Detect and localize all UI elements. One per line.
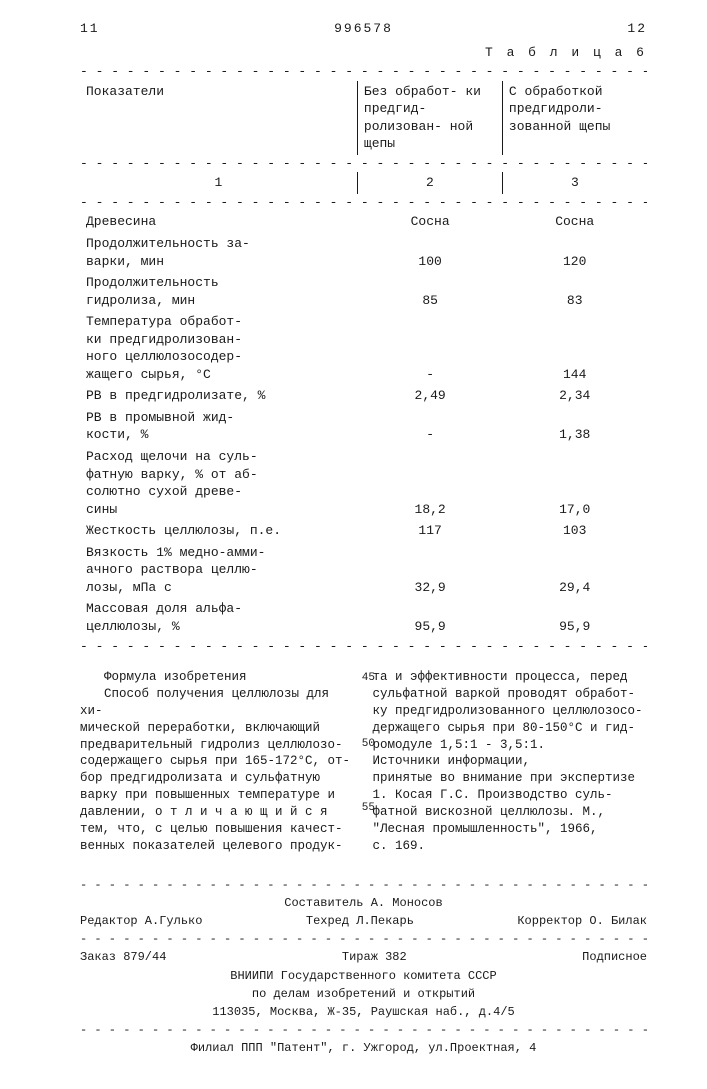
table-rule-2: - - - - - - - - - - - - - - - - - - - - … [80,194,647,212]
table-row: Продолжительность за- варки, мин100120 [80,233,647,272]
footer-rule-3: - - - - - - - - - - - - - - - - - - - - … [80,1022,647,1038]
page-number-right: 12 [627,20,647,38]
row-value-without: - [358,311,503,385]
row-value-with: 103 [502,520,647,542]
row-value-with: 83 [502,272,647,311]
row-value-without: 117 [358,520,503,542]
row-value-without: Сосна [358,211,503,233]
row-value-with: 17,0 [502,446,647,520]
row-value-without: 85 [358,272,503,311]
table-rule-1: - - - - - - - - - - - - - - - - - - - - … [80,155,647,173]
row-value-with: 144 [502,311,647,385]
table-6-subheader: 1 2 3 [80,172,647,194]
table-row: Вязкость 1% медно-амми- ачного раствора … [80,542,647,599]
row-value-with: 29,4 [502,542,647,599]
row-value-with: Сосна [502,211,647,233]
tirage: Тираж 382 [342,949,407,965]
table-6-body: ДревесинаСоснаСоснаПродолжительность за-… [80,211,647,637]
table-header-indicators: Показатели [80,81,357,155]
row-value-without: 18,2 [358,446,503,520]
row-label: Продолжительность гидролиза, мин [80,272,358,311]
table-row: Продолжительность гидролиза, мин8583 [80,272,647,311]
two-column-text: Формула изобретения Способ получения цел… [80,669,647,855]
row-label: Древесина [80,211,358,233]
row-label: РВ в промывной жид- кости, % [80,407,358,446]
table-header-without: Без обработ- ки предгид- ролизован- ной … [357,81,502,155]
line-number-50: 50 [362,737,375,752]
page: 11 996578 12 Т а б л и ц а 6 - - - - - -… [0,0,707,1089]
table-row: РВ в предгидролизате, %2,492,34 [80,385,647,407]
table-top-rule: - - - - - - - - - - - - - - - - - - - - … [80,63,647,81]
table-row: Массовая доля альфа- целлюлозы, %95,995,… [80,598,647,637]
left-column: Формула изобретения Способ получения цел… [80,669,355,855]
row-value-without: 2,49 [358,385,503,407]
table-subheader-row: 1 2 3 [80,172,647,194]
table-row: Температура обработ- ки предгидролизован… [80,311,647,385]
row-value-without: 95,9 [358,598,503,637]
right-column-text: та и эффективности процесса, перед сульф… [373,669,648,855]
page-number-left: 11 [80,20,100,38]
document-number: 996578 [334,20,393,38]
tech-editor: Техред Л.Пекарь [306,913,414,929]
text-block: 45 50 55 Формула изобретения Способ полу… [80,669,647,855]
table-row: Расход щелочи на суль- фатную варку, % о… [80,446,647,520]
row-label: Вязкость 1% медно-амми- ачного раствора … [80,542,358,599]
credits-row: Редактор А.Гулько Техред Л.Пекарь Коррек… [80,913,647,929]
formula-heading: Формула изобретения [80,669,355,686]
row-label: Продолжительность за- варки, мин [80,233,358,272]
table-row: Жесткость целлюлозы, п.е.117103 [80,520,647,542]
row-value-without: 100 [358,233,503,272]
row-label: Температура обработ- ки предгидролизован… [80,311,358,385]
row-value-without: - [358,407,503,446]
table-row: ДревесинаСоснаСосна [80,211,647,233]
subheader-1: 1 [80,172,357,194]
table-bottom-rule: - - - - - - - - - - - - - - - - - - - - … [80,638,647,656]
signed: Подписное [582,949,647,965]
address-1: 113035, Москва, Ж-35, Раушская наб., д.4… [80,1004,647,1020]
corrector: Корректор О. Билак [517,913,647,929]
row-label: Жесткость целлюлозы, п.е. [80,520,358,542]
line-number-45: 45 [362,671,375,686]
table-header-row: Показатели Без обработ- ки предгид- роли… [80,81,647,155]
address-2: Филиал ППП "Патент", г. Ужгород, ул.Прое… [80,1040,647,1056]
table-header-with: С обработкой предгидроли- зованной щепы [502,81,647,155]
table-caption: Т а б л и ц а 6 [80,44,647,62]
row-value-with: 1,38 [502,407,647,446]
print-info-row: Заказ 879/44 Тираж 382 Подписное [80,949,647,965]
line-number-55: 55 [362,801,375,816]
subheader-2: 2 [357,172,502,194]
left-column-text: Способ получения целлюлозы для хи- мичес… [80,686,355,855]
editor: Редактор А.Гулько [80,913,202,929]
row-label: Массовая доля альфа- целлюлозы, % [80,598,358,637]
order-number: Заказ 879/44 [80,949,166,965]
row-value-with: 120 [502,233,647,272]
colophon: - - - - - - - - - - - - - - - - - - - - … [80,877,647,1057]
row-label: РВ в предгидролизате, % [80,385,358,407]
subheader-3: 3 [502,172,647,194]
footer-rule-1: - - - - - - - - - - - - - - - - - - - - … [80,877,647,893]
row-value-with: 95,9 [502,598,647,637]
composer-line: Составитель А. Моносов [80,895,647,911]
footer-rule-2: - - - - - - - - - - - - - - - - - - - - … [80,931,647,947]
row-value-with: 2,34 [502,385,647,407]
table-row: РВ в промывной жид- кости, %-1,38 [80,407,647,446]
row-value-without: 32,9 [358,542,503,599]
row-label: Расход щелочи на суль- фатную варку, % о… [80,446,358,520]
page-header-row: 11 996578 12 [80,20,647,38]
table-6: Показатели Без обработ- ки предгид- роли… [80,81,647,155]
org-line-1: ВНИИПИ Государственного комитета СССР [80,968,647,984]
